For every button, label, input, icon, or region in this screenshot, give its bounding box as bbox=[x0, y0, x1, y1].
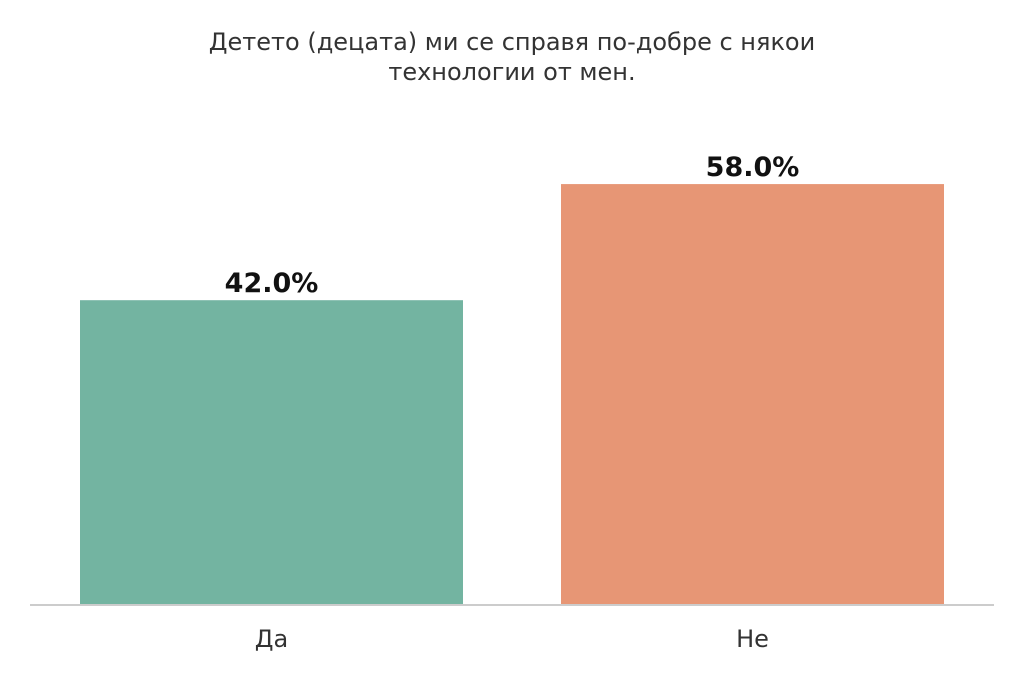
bars-group bbox=[80, 184, 944, 606]
bar-1 bbox=[561, 184, 944, 606]
bar-value-label-1: 58.0% bbox=[706, 152, 800, 183]
x-tick-label-1: Не bbox=[736, 625, 769, 653]
chart-title-line-2: технологии от мен. bbox=[388, 58, 636, 86]
chart-title: Детето (децата) ми се справя по-добре с … bbox=[0, 27, 1024, 87]
labels-group: 42.0% 58.0% bbox=[225, 152, 800, 299]
ticks-group: Да Не bbox=[255, 625, 769, 653]
x-tick-label-0: Да bbox=[255, 625, 288, 653]
bar-value-label-0: 42.0% bbox=[225, 268, 319, 299]
bar-0 bbox=[80, 300, 463, 605]
chart-title-line-1: Детето (децата) ми се справя по-добре с … bbox=[208, 28, 816, 56]
